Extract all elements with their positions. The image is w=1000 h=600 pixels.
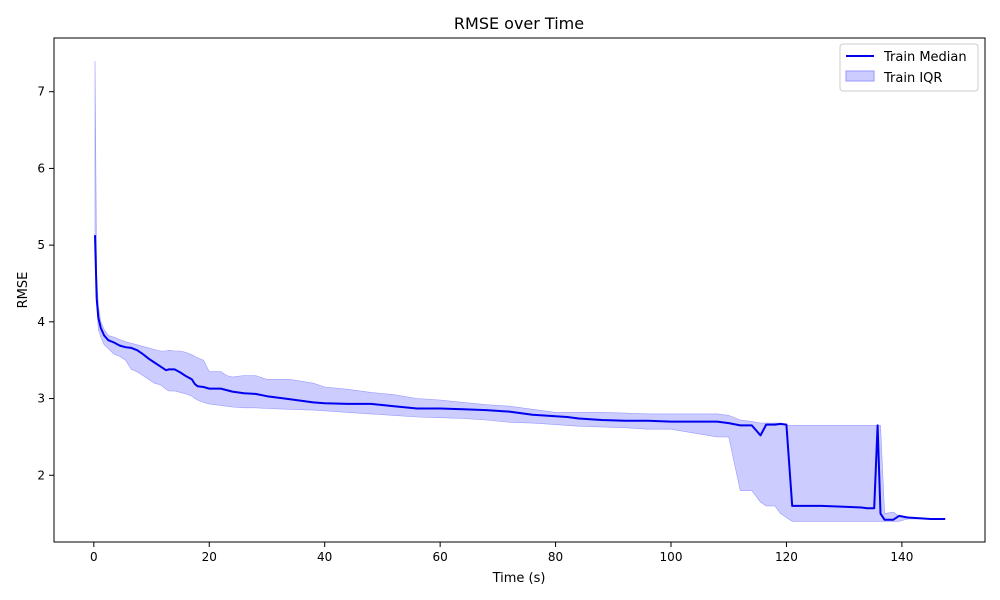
x-tick-label: 60 <box>432 550 447 564</box>
median-line <box>94 235 946 521</box>
y-axis-label: RMSE <box>16 272 31 309</box>
legend-label-iqr: Train IQR <box>883 71 942 86</box>
y-tick-label: 6 <box>37 161 45 175</box>
y-tick-label: 4 <box>37 315 45 329</box>
x-tick-label: 80 <box>548 550 563 564</box>
x-axis: 0 20 40 60 80 100 120 140 <box>90 542 913 564</box>
x-tick-label: 140 <box>890 550 913 564</box>
legend-band-swatch <box>845 70 875 82</box>
y-tick-label: 2 <box>37 468 45 482</box>
x-tick-label: 40 <box>317 550 332 564</box>
x-tick-label: 100 <box>660 550 683 564</box>
x-tick-label: 20 <box>202 550 217 564</box>
x-tick-label: 0 <box>90 550 98 564</box>
x-tick-label: 120 <box>775 550 798 564</box>
x-axis-label: Time (s) <box>492 571 546 586</box>
legend: Train Median Train IQR <box>839 43 979 92</box>
y-tick-label: 5 <box>37 238 45 252</box>
chart-title: RMSE over Time <box>454 14 584 33</box>
y-tick-label: 3 <box>37 392 45 406</box>
plot-frame <box>53 37 986 543</box>
legend-label-median: Train Median <box>883 50 967 65</box>
y-tick-label: 7 <box>37 85 45 99</box>
plot-area <box>94 60 946 522</box>
y-axis: 2 3 4 5 6 7 <box>37 85 54 482</box>
iqr-band <box>94 60 946 522</box>
